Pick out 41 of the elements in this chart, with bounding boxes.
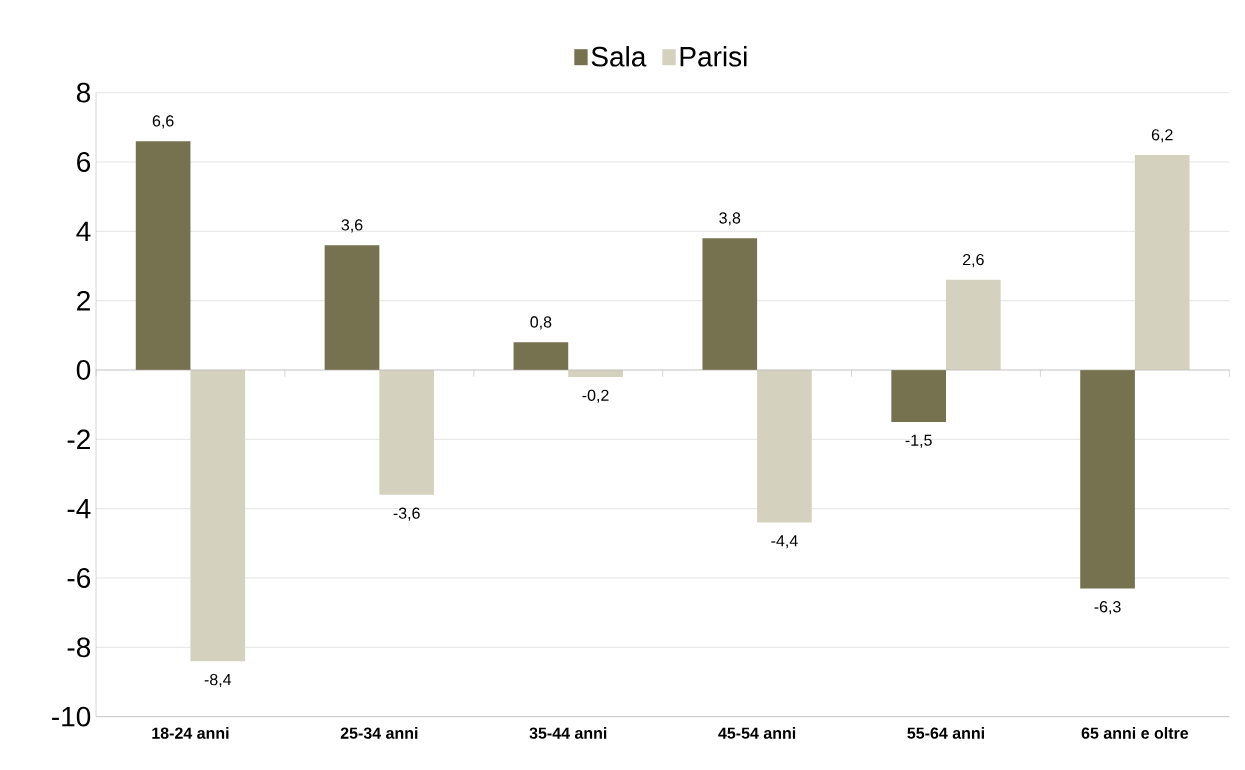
data-label: 3,6 bbox=[341, 219, 363, 233]
y-tick-label: -8 bbox=[67, 637, 91, 658]
y-tick-label: -10 bbox=[52, 706, 91, 727]
x-tick-label: 55-64 anni bbox=[907, 727, 984, 739]
legend-label: Parisi bbox=[680, 46, 747, 67]
bar bbox=[891, 369, 946, 422]
y-tick-label: -4 bbox=[67, 499, 91, 519]
data-label: -0,2 bbox=[582, 389, 609, 403]
data-label: -1,5 bbox=[905, 434, 932, 448]
x-tick-label: 65 anni e oltre bbox=[1081, 727, 1189, 739]
bar bbox=[513, 342, 569, 370]
bar bbox=[379, 369, 435, 495]
bar bbox=[190, 369, 246, 662]
bar bbox=[702, 238, 758, 370]
data-label: -3,6 bbox=[393, 507, 420, 521]
x-tick-label: 45-54 anni bbox=[718, 727, 796, 739]
x-tick-label: 25-34 anni bbox=[340, 727, 418, 739]
x-tick-label: 18-24 anni bbox=[152, 727, 229, 739]
bar bbox=[1134, 155, 1190, 370]
data-label: 2,6 bbox=[963, 253, 984, 268]
bar bbox=[135, 141, 191, 370]
data-label: -4,4 bbox=[771, 535, 798, 549]
x-tick-label: 35-44 anni bbox=[529, 727, 607, 739]
y-tick-label: 2 bbox=[77, 290, 90, 311]
bar bbox=[757, 369, 812, 523]
y-tick-label: 0 bbox=[76, 360, 91, 380]
y-tick-label: 6 bbox=[77, 152, 91, 172]
y-tick-label: 8 bbox=[76, 82, 91, 103]
y-tick-label: -2 bbox=[67, 429, 90, 450]
data-label: -6,3 bbox=[1094, 601, 1121, 615]
data-label: -8,4 bbox=[204, 673, 232, 688]
y-tick-label: -6 bbox=[67, 568, 91, 588]
bar bbox=[1080, 369, 1135, 589]
bar bbox=[324, 245, 380, 370]
data-label: 6,2 bbox=[1151, 129, 1173, 143]
legend-label: Sala bbox=[591, 46, 647, 67]
y-tick-label: 4 bbox=[76, 221, 91, 241]
bar bbox=[946, 279, 1001, 370]
data-label: 6,6 bbox=[152, 115, 174, 129]
data-label: 3,8 bbox=[719, 212, 741, 226]
data-label: 0,8 bbox=[530, 316, 552, 330]
